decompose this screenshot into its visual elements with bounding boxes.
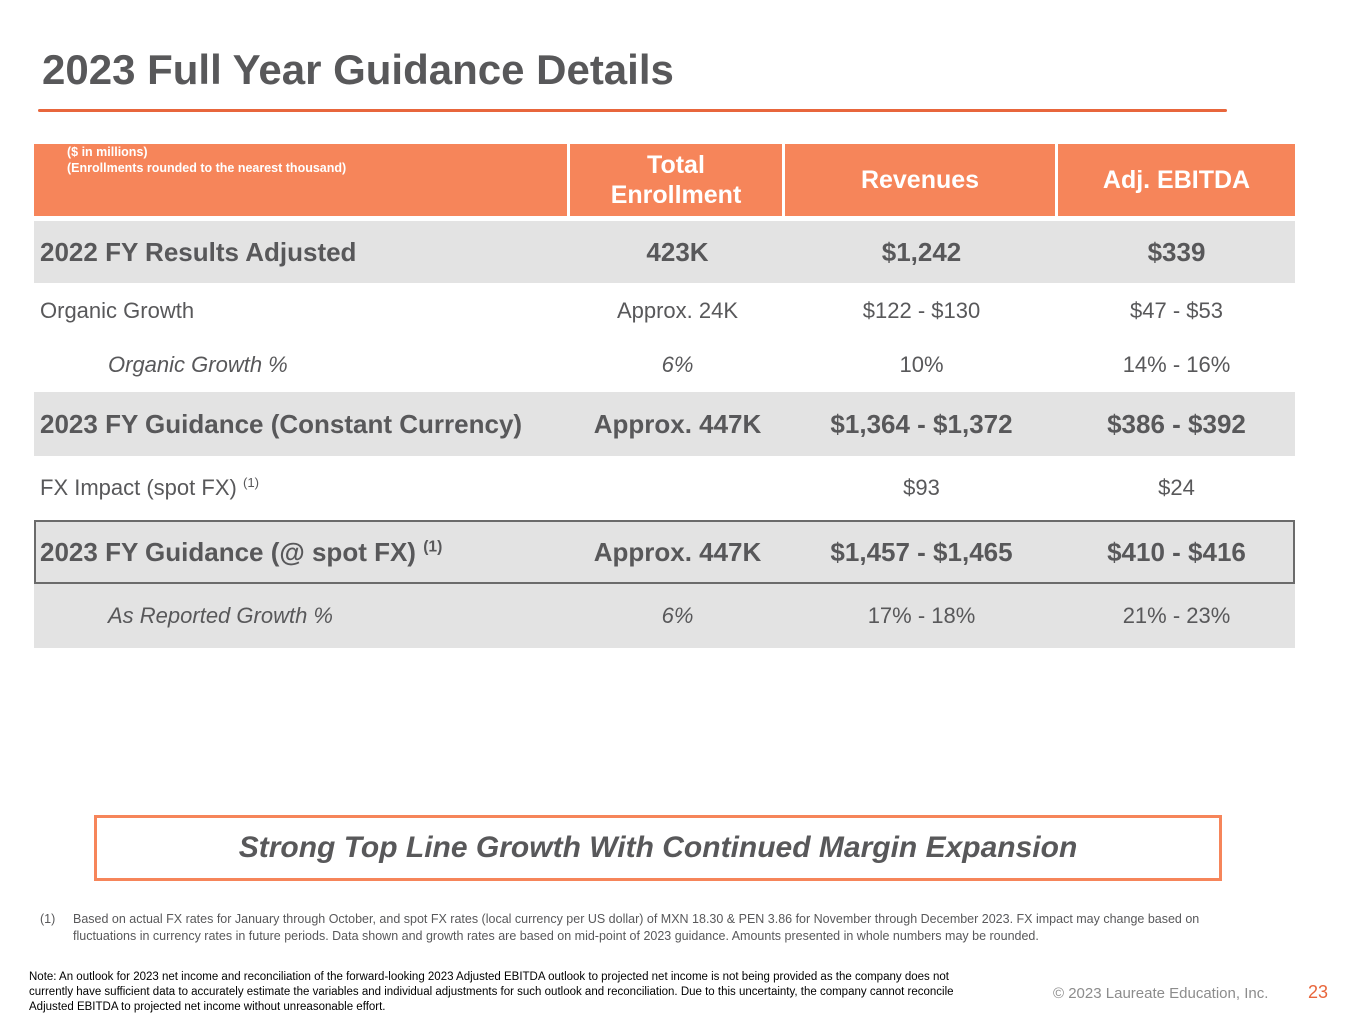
callout-box: Strong Top Line Growth With Continued Ma… [94, 815, 1222, 881]
table-row: 2022 FY Results Adjusted 423K $1,242 $33… [34, 221, 1295, 283]
enrollment-cell: Approx. 447K [593, 536, 762, 567]
revenues-cell: 17% - 18% [867, 603, 976, 628]
col-header-enrollment: Total Enrollment [570, 144, 785, 216]
table-row: Organic Growth % 6% 10% 14% - 16% [34, 338, 1295, 392]
ebitda-cell: $339 [1147, 236, 1206, 267]
revenues-cell: $1,242 [881, 236, 962, 267]
header-note: ($ in millions) (Enrollments rounded to … [34, 144, 570, 216]
revenues-cell: $122 - $130 [862, 297, 981, 323]
footnote: (1) Based on actual FX rates for January… [40, 911, 1240, 945]
table-row: 2023 FY Guidance (@ spot FX) (1) Approx.… [34, 520, 1295, 584]
table-row: FX Impact (spot FX) (1) $93 $24 [34, 456, 1295, 520]
footnote-text: Based on actual FX rates for January thr… [73, 912, 1200, 943]
header-note-rounding: (Enrollments rounded to the nearest thou… [67, 161, 347, 175]
disclaimer-note: Note: An outlook for 2023 net income and… [29, 971, 954, 1013]
row-label: As Reported Growth % [108, 603, 333, 628]
row-label: 2023 FY Guidance (Constant Currency) [40, 408, 523, 439]
ebitda-cell: $47 - $53 [1130, 297, 1223, 323]
table-row: 2023 FY Guidance (Constant Currency) App… [34, 392, 1295, 456]
footnote-ref: (1) [242, 475, 260, 491]
ebitda-cell: 14% - 16% [1122, 352, 1231, 377]
enrollment-cell: 6% [661, 352, 694, 377]
ebitda-cell: $410 - $416 [1107, 536, 1246, 567]
col-header-revenues: Revenues [785, 144, 1058, 216]
revenues-cell: 10% [899, 352, 944, 377]
footnote-ref: (1) [423, 538, 443, 556]
row-label: 2023 FY Guidance (@ spot FX) (1) [40, 536, 443, 567]
enrollment-cell: 423K [646, 236, 709, 267]
table-row: Organic Growth Approx. 24K $122 - $130 $… [34, 283, 1295, 338]
page-number: 23 [1308, 982, 1329, 1002]
ebitda-cell: $386 - $392 [1107, 408, 1246, 439]
ebitda-cell: $24 [1158, 475, 1195, 500]
table-row: As Reported Growth % 6% 17% - 18% 21% - … [34, 584, 1295, 648]
enrollment-cell: 6% [661, 603, 694, 628]
callout-text: Strong Top Line Growth With Continued Ma… [238, 831, 1078, 864]
ebitda-cell: 21% - 23% [1122, 603, 1231, 628]
enrollment-cell: Approx. 24K [616, 297, 739, 323]
row-label: 2022 FY Results Adjusted [40, 236, 357, 267]
header-note-units: ($ in millions) [67, 145, 148, 159]
col-header-ebitda: Adj. EBITDA [1058, 144, 1295, 216]
guidance-table: ($ in millions) (Enrollments rounded to … [34, 144, 1295, 648]
footnote-mark: (1) [40, 912, 56, 926]
copyright: © 2023 Laureate Education, Inc. [1053, 985, 1269, 1002]
page-title: 2023 Full Year Guidance Details [42, 46, 674, 93]
table-header: ($ in millions) (Enrollments rounded to … [34, 144, 1295, 216]
revenues-cell: $1,457 - $1,465 [830, 536, 1013, 567]
row-label: Organic Growth [40, 297, 195, 323]
row-label: Organic Growth % [108, 352, 288, 377]
enrollment-cell: Approx. 447K [593, 408, 762, 439]
revenues-cell: $1,364 - $1,372 [830, 408, 1013, 439]
title-underline [38, 109, 1227, 112]
row-label: FX Impact (spot FX) (1) [40, 475, 260, 500]
revenues-cell: $93 [903, 475, 940, 500]
